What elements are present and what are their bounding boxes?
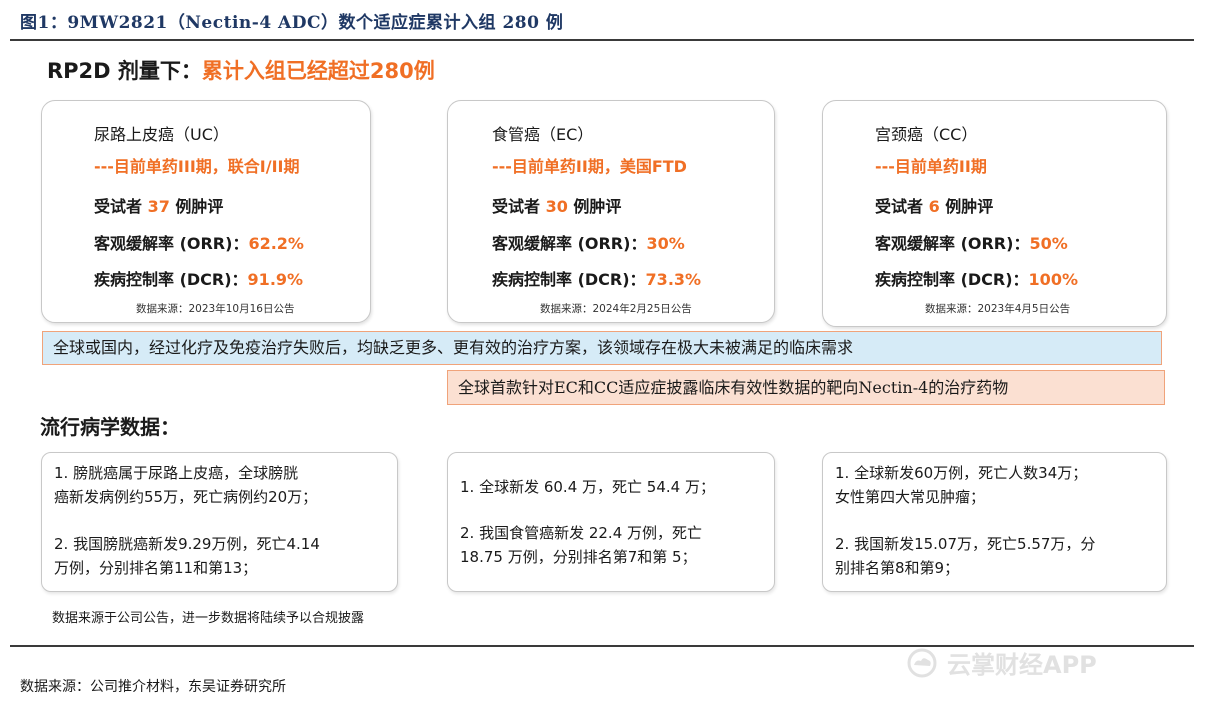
card-name: 宫颈癌（CC） (875, 125, 978, 144)
unmet-need-band: 全球或国内，经过化疗及免疫治疗失败后，均缺乏更多、更有效的治疗方案，该领域存在极… (42, 331, 1162, 365)
first-in-class-band: 全球首款针对EC和CC适应症披露临床有效性数据的靶向Nectin-4的治疗药物 (447, 370, 1165, 405)
footer-source: 数据来源：公司推介材料，东吴证券研究所 (20, 679, 286, 695)
figure-title: 图1：9MW2821（Nectin-4 ADC）数个适应症累计入组 280 例 (20, 13, 564, 33)
epi-paragraph-2: 2. 我国膀胱癌新发9.29万例，死亡4.14 万例，分别排名第11和第13； (54, 535, 320, 577)
disclosure-note: 数据来源于公司公告，进一步数据将陆续予以合规披露 (52, 611, 365, 626)
card-source: 数据来源：2023年4月5日公告 (925, 303, 1071, 315)
card-status: ---目前单药II期 (875, 157, 987, 176)
dcr-value: 73.3% (645, 270, 702, 289)
epidemiology-box-cc: 1. 全球新发60万例，死亡人数34万； 女性第四大常见肿瘤； 2. 我国新发1… (822, 452, 1167, 592)
card-dcr: 疾病控制率 (DCR)：91.9% (94, 270, 304, 289)
epi-paragraph-1: 1. 全球新发60万例，死亡人数34万； 女性第四大常见肿瘤； (835, 464, 1088, 506)
orr-value: 62.2% (248, 234, 304, 253)
subjects-count: 30 (545, 197, 568, 216)
card-subjects: 受试者 6 例肿评 (875, 197, 994, 216)
card-orr: 客观缓解率 (ORR)：50% (875, 234, 1068, 253)
card-orr: 客观缓解率 (ORR)：62.2% (94, 234, 304, 253)
dcr-value: 91.9% (247, 270, 304, 289)
epidemiology-box-uc: 1. 膀胱癌属于尿路上皮癌，全球膀胱 癌新发病例约55万，死亡病例约20万； 2… (41, 452, 398, 592)
card-subjects: 受试者 30 例肿评 (492, 197, 622, 216)
indication-card-ec: 食管癌（EC） ---目前单药II期，美国FTD 受试者 30 例肿评 客观缓解… (447, 100, 775, 323)
watermark-text: 云掌财经APP (947, 651, 1097, 679)
card-name: 食管癌（EC） (492, 125, 594, 144)
card-name: 尿路上皮癌（UC） (94, 125, 229, 144)
bottom-rule (10, 645, 1194, 647)
indication-card-cc: 宫颈癌（CC） ---目前单药II期 受试者 6 例肿评 客观缓解率 (ORR)… (822, 100, 1167, 327)
card-subjects: 受试者 37 例肿评 (94, 197, 224, 216)
orr-value: 30% (646, 234, 685, 253)
card-source: 数据来源：2023年10月16日公告 (136, 303, 295, 315)
epi-paragraph-2: 2. 我国食管癌新发 22.4 万例，死亡 18.75 万例，分别排名第7和第 … (460, 524, 703, 566)
card-status: ---目前单药III期，联合I/II期 (94, 157, 300, 176)
headline: RP2D 剂量下：累计入组已经超过280例 (47, 55, 435, 85)
card-source: 数据来源：2024年2月25日公告 (540, 303, 692, 315)
indication-card-uc: 尿路上皮癌（UC） ---目前单药III期，联合I/II期 受试者 37 例肿评… (41, 100, 371, 323)
dcr-value: 100% (1028, 270, 1078, 289)
epi-paragraph-2: 2. 我国新发15.07万，死亡5.57万，分 别排名第8和第9； (835, 535, 1096, 577)
epidemiology-box-ec: 1. 全球新发 60.4 万，死亡 54.4 万； 2. 我国食管癌新发 22.… (447, 452, 775, 592)
epi-paragraph-1: 1. 膀胱癌属于尿路上皮癌，全球膀胱 癌新发病例约55万，死亡病例约20万； (54, 464, 318, 506)
watermark: 云掌财经APP (905, 645, 1097, 680)
epidemiology-title: 流行病学数据： (40, 415, 180, 439)
card-dcr: 疾病控制率 (DCR)：100% (875, 270, 1078, 289)
epi-paragraph-1: 1. 全球新发 60.4 万，死亡 54.4 万； (460, 478, 715, 496)
card-dcr: 疾病控制率 (DCR)：73.3% (492, 270, 702, 289)
card-orr: 客观缓解率 (ORR)：30% (492, 234, 685, 253)
subjects-count: 37 (147, 197, 170, 216)
cloud-logo-icon (907, 648, 937, 677)
card-status: ---目前单药II期，美国FTD (492, 157, 687, 176)
top-rule (10, 39, 1194, 41)
subjects-count: 6 (928, 197, 940, 216)
orr-value: 50% (1029, 234, 1068, 253)
headline-accent: 累计入组已经超过280例 (201, 59, 435, 83)
headline-prefix: RP2D 剂量下： (47, 59, 202, 83)
